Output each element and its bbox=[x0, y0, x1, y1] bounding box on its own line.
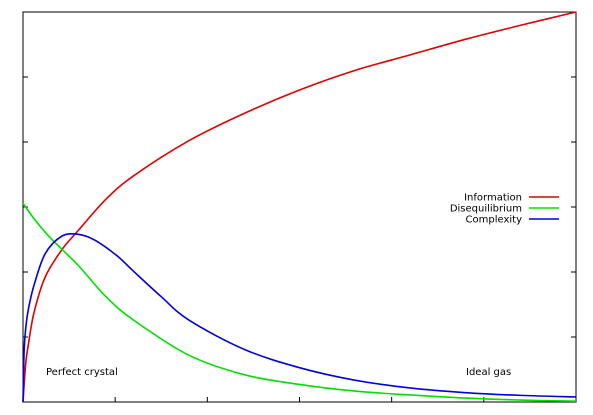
legend-label-information: Information bbox=[464, 193, 522, 204]
annotation-perfect-crystal: Perfect crystal bbox=[46, 367, 118, 378]
series-layer bbox=[22, 11, 577, 403]
series-line-complexity bbox=[22, 232, 577, 403]
legend-label-complexity: Complexity bbox=[466, 215, 523, 226]
series-line-disequilibrium bbox=[22, 202, 577, 403]
axis-ticks bbox=[23, 76, 576, 402]
legend-label-disequilibrium: Disequilibrium bbox=[450, 204, 522, 215]
annotation-ideal-gas: Ideal gas bbox=[466, 367, 511, 378]
series-line-information bbox=[22, 11, 577, 403]
